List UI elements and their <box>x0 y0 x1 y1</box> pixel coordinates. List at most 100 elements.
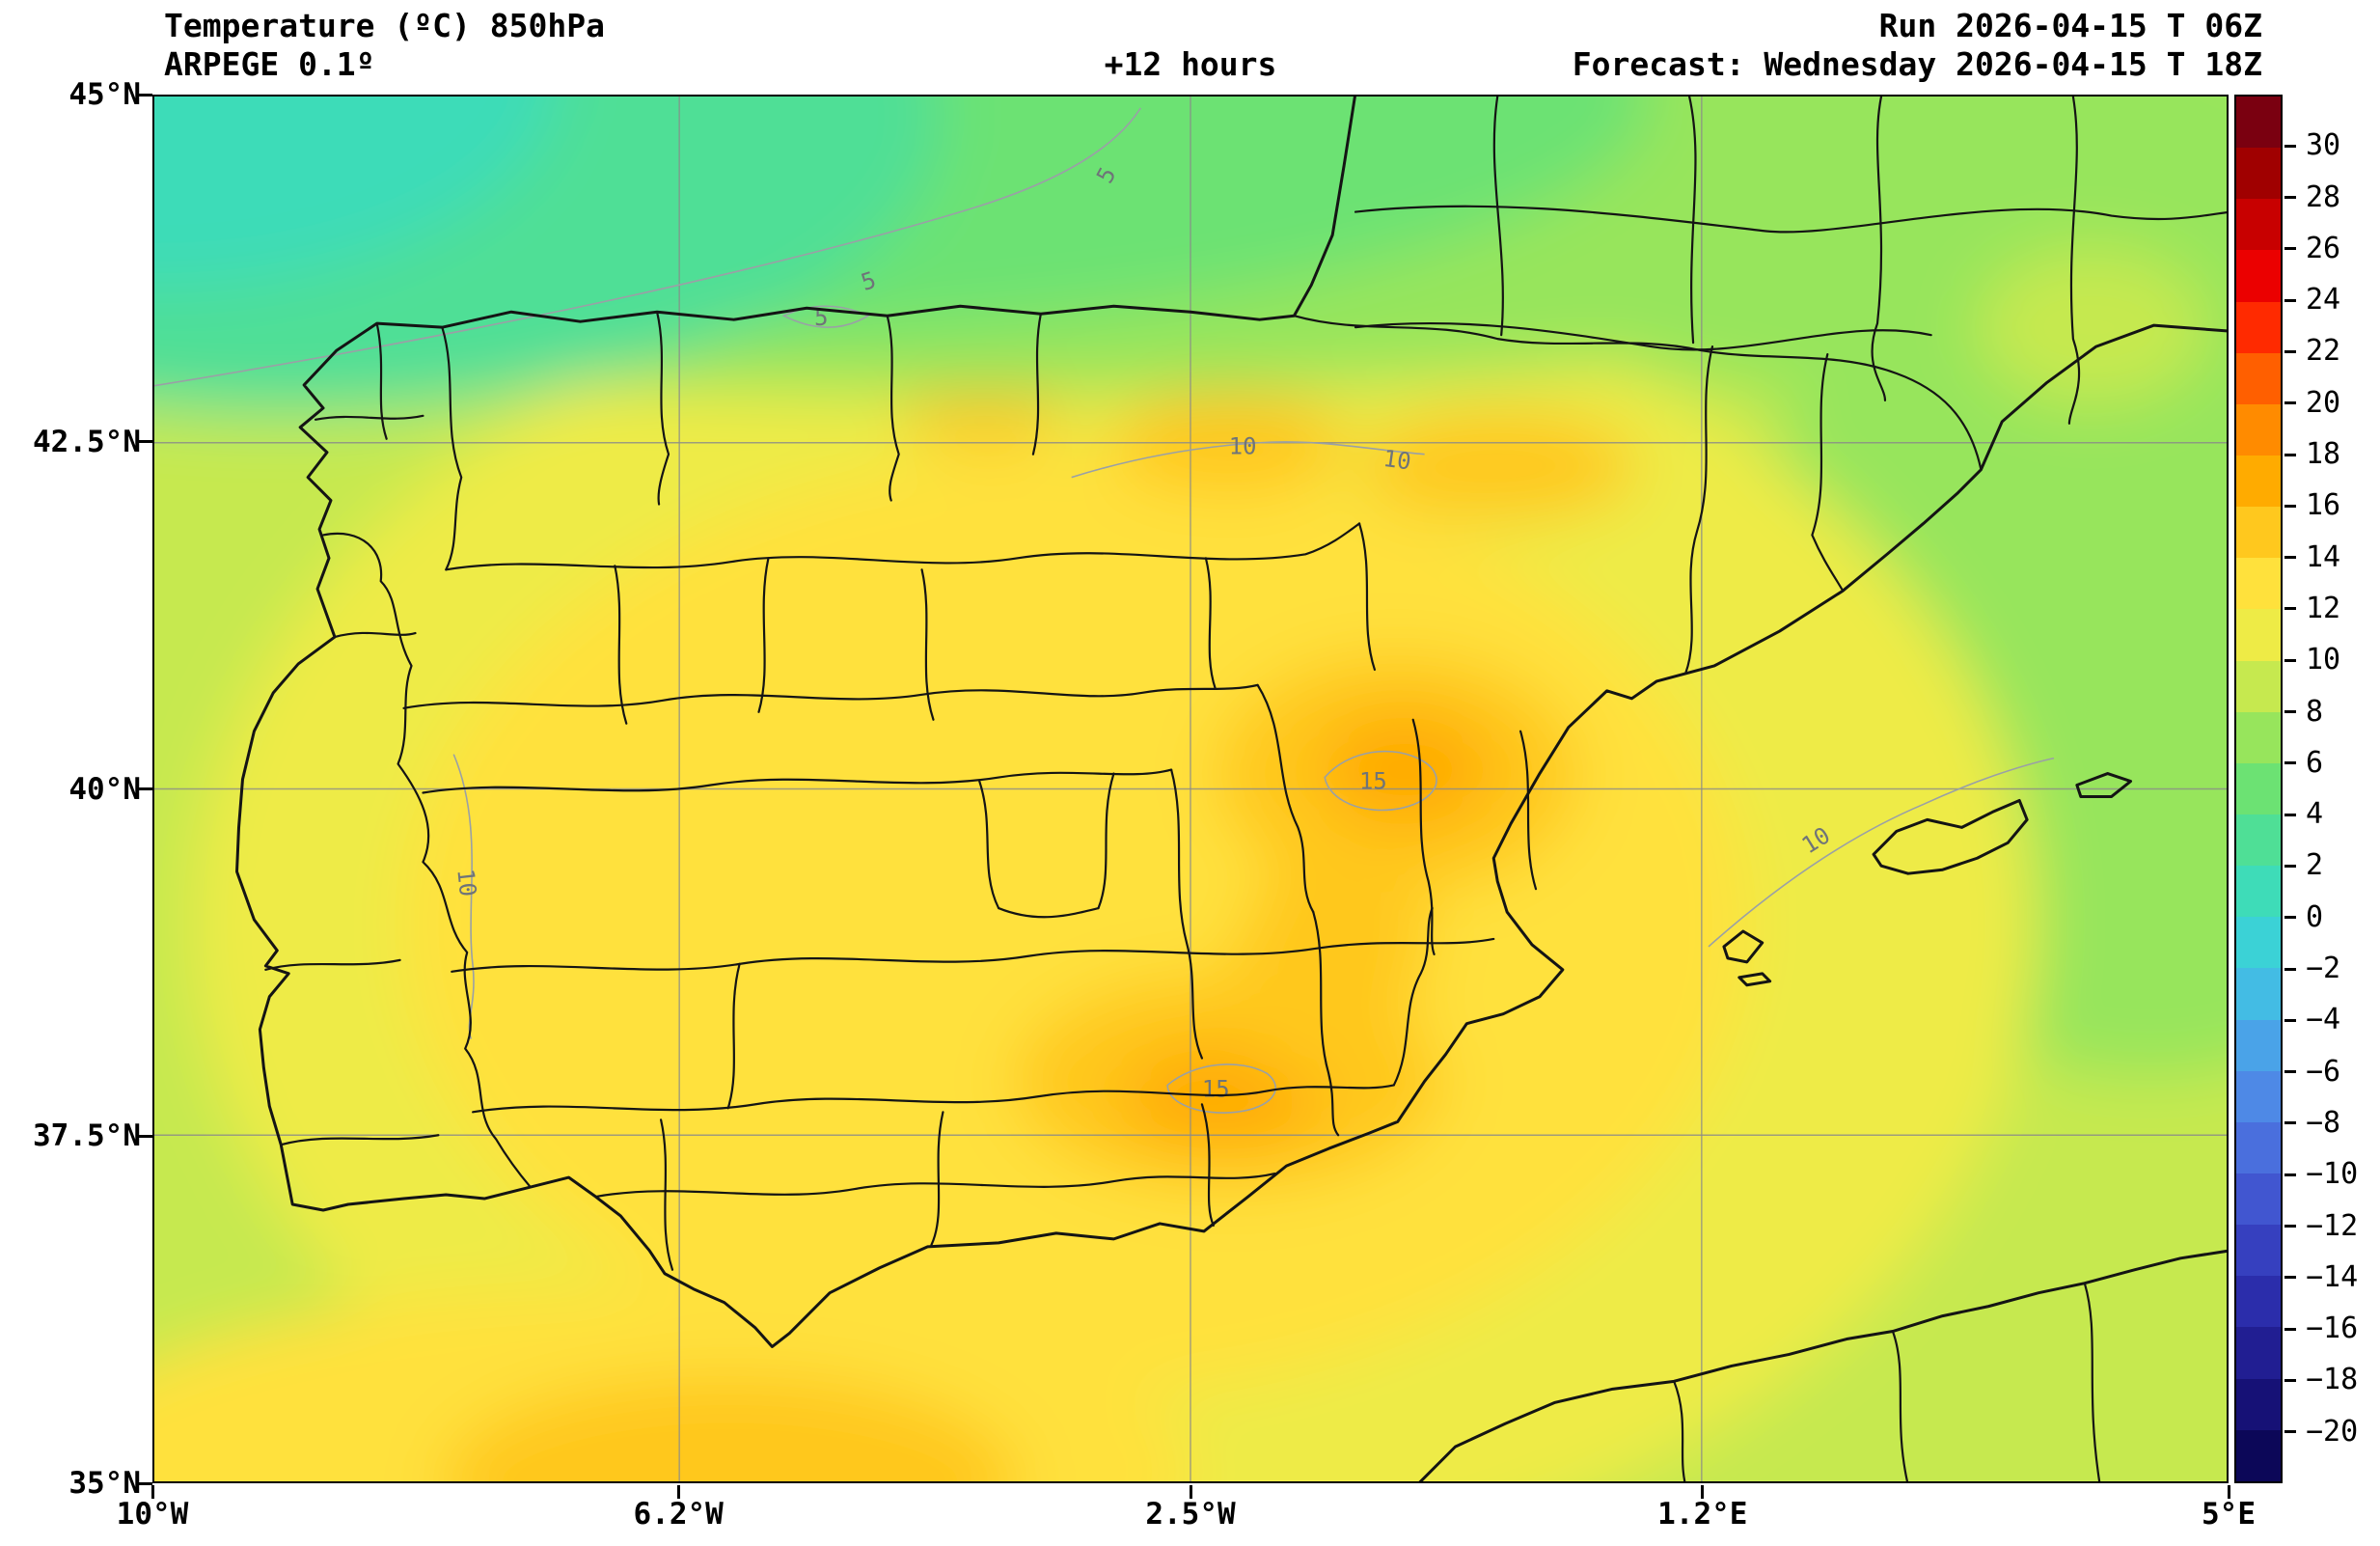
colorbar <box>2234 95 2283 1483</box>
colorbar-tick-label: −12 <box>2306 1208 2359 1243</box>
x-tick-mark <box>676 1485 680 1499</box>
colorbar-tick-label: 6 <box>2306 745 2324 780</box>
y-tick-label: 45°N <box>68 77 141 112</box>
x-tick-mark <box>150 1485 154 1499</box>
y-tick-label: 35°N <box>68 1466 141 1501</box>
africa-internal-border <box>1674 1381 1685 1481</box>
colorbar-tick-mark <box>2284 813 2296 816</box>
colorbar-tick-label: 14 <box>2306 539 2341 574</box>
colorbar-band <box>2236 507 2281 559</box>
forecast-label: Forecast: Wednesday 2026-04-15 T 18Z <box>1572 45 2262 83</box>
colorbar-tick-mark <box>2284 1276 2296 1280</box>
colorbar-tick-mark <box>2284 1121 2296 1125</box>
colorbar-tick-mark <box>2284 144 2296 148</box>
colorbar-tick-label: 2 <box>2306 848 2324 883</box>
y-tick-label: 40°N <box>68 771 141 807</box>
colorbar-tick-mark <box>2284 1378 2296 1382</box>
colorbar-tick-mark <box>2284 916 2296 920</box>
y-tick-mark <box>139 787 152 790</box>
colorbar-tick-label: 4 <box>2306 797 2324 832</box>
colorbar-tick-label: 10 <box>2306 643 2341 677</box>
africa-internal-border <box>1893 1332 1908 1481</box>
colorbar-tick-label: 28 <box>2306 179 2341 214</box>
x-tick-mark <box>1701 1485 1705 1499</box>
colorbar-tick-mark <box>2284 247 2296 251</box>
colorbar-tick-label: 16 <box>2306 488 2341 523</box>
model-label: ARPEGE 0.1º <box>164 45 375 83</box>
colorbar-tick-label: −4 <box>2306 1003 2341 1037</box>
colorbar-band <box>2236 1225 2281 1277</box>
colorbar-band <box>2236 301 2281 353</box>
contour-5-line <box>154 108 1140 389</box>
x-tick-label: 5°E <box>2202 1497 2256 1532</box>
x-tick-mark <box>2227 1485 2230 1499</box>
map-plot-area: 5 5 5 10 10 10 10 15 15 <box>152 95 2229 1483</box>
colorbar-band <box>2236 455 2281 508</box>
africa-coastline <box>1417 1251 2227 1481</box>
colorbar-band <box>2236 148 2281 200</box>
colorbar-tick-mark <box>2284 556 2296 560</box>
colorbar-tick-label: 22 <box>2306 334 2341 369</box>
colorbar-tick-label: −16 <box>2306 1311 2359 1346</box>
colorbar-tick-label: −18 <box>2306 1363 2359 1397</box>
isotherm-contours: 5 5 5 10 10 10 10 15 15 <box>154 108 2054 1113</box>
colorbar-tick-mark <box>2284 607 2296 611</box>
colorbar-tick-mark <box>2284 349 2296 353</box>
x-tick-label: 10°W <box>116 1497 189 1532</box>
lead-time-label: +12 hours <box>1104 45 1277 83</box>
colorbar-band <box>2236 609 2281 661</box>
contour-15-central <box>1325 752 1436 811</box>
colorbar-band <box>2236 1276 2281 1328</box>
colorbar-band <box>2236 352 2281 404</box>
y-tick-mark <box>139 440 152 444</box>
colorbar-tick-label: 8 <box>2306 694 2324 729</box>
colorbar-tick-label: −14 <box>2306 1259 2359 1294</box>
ibiza-island <box>1724 931 1763 962</box>
contour-10-balearics <box>1709 759 2054 947</box>
colorbar-tick-mark <box>2284 710 2296 714</box>
colorbar-tick-label: −8 <box>2306 1105 2341 1140</box>
contour-label: 10 <box>451 868 481 898</box>
colorbar-tick-mark <box>2284 1327 2296 1331</box>
y-tick-label: 42.5°N <box>33 424 141 459</box>
y-tick-mark <box>139 1134 152 1138</box>
colorbar-tick-label: 12 <box>2306 591 2341 625</box>
colorbar-tick-mark <box>2284 864 2296 868</box>
x-tick-label: 2.5°W <box>1145 1497 1236 1532</box>
colorbar-tick-mark <box>2284 761 2296 765</box>
portugal-spain-border <box>323 534 531 1187</box>
contour-label: 15 <box>1359 767 1387 794</box>
colorbar-tick-mark <box>2284 453 2296 456</box>
contour-label: 10 <box>1229 433 1257 460</box>
colorbar-band <box>2236 1429 2281 1481</box>
mallorca-island <box>1874 800 2027 873</box>
contour-label: 15 <box>1202 1075 1230 1102</box>
formentera-island <box>1739 974 1770 985</box>
contour-15-south <box>1167 1064 1275 1113</box>
x-tick-mark <box>1189 1485 1192 1499</box>
colorbar-bands <box>2236 97 2281 1481</box>
colorbar-tick-mark <box>2284 967 2296 971</box>
coastline-iberia-france <box>237 97 2227 1346</box>
colorbar-band <box>2236 403 2281 456</box>
colorbar-tick-label: 20 <box>2306 385 2341 420</box>
contour-label: 10 <box>1381 445 1412 476</box>
contour-10-north <box>1072 442 1425 478</box>
colorbar-tick-label: 30 <box>2306 128 2341 163</box>
y-tick-mark <box>139 1481 152 1485</box>
colorbar-band <box>2236 660 2281 712</box>
colorbar-tick-mark <box>2284 1018 2296 1022</box>
country-and-province-borders <box>237 97 2227 1481</box>
colorbar-tick-label: −20 <box>2306 1414 2359 1449</box>
colorbar-tick-label: 18 <box>2306 437 2341 472</box>
chart-title: Temperature (ºC) 850hPa <box>164 7 605 44</box>
colorbar-tick-label: 26 <box>2306 231 2341 265</box>
colorbar-band <box>2236 762 2281 814</box>
colorbar-band <box>2236 814 2281 867</box>
menorca-island <box>2077 774 2131 797</box>
colorbar-tick-mark <box>2284 1070 2296 1074</box>
colorbar-tick-label: −6 <box>2306 1054 2341 1089</box>
y-tick-mark <box>139 93 152 97</box>
colorbar-tick-mark <box>2284 658 2296 662</box>
